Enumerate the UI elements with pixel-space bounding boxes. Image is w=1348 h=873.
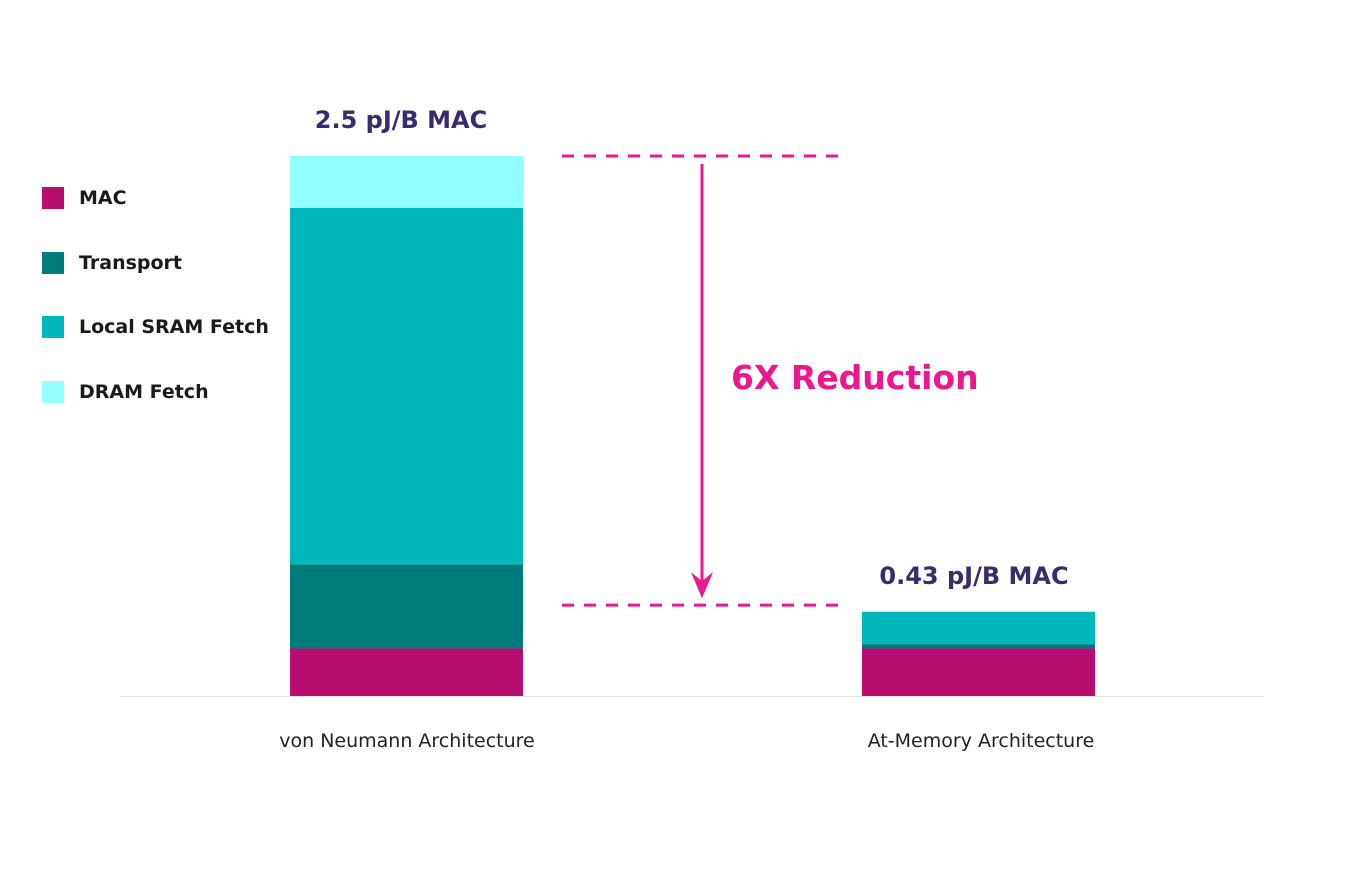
legend-label-transport: Transport	[79, 251, 183, 274]
legend-swatch-mac	[42, 187, 64, 209]
legend-swatch-local-sram-fetch	[42, 316, 64, 338]
category-label-von-neumann: von Neumann Architecture	[279, 730, 535, 752]
bar-segment-mac-1	[862, 648, 1095, 696]
legend-label-dram-fetch: DRAM Fetch	[79, 380, 209, 403]
total-label-von-neumann: 2.5 pJ/B MAC	[314, 106, 488, 134]
total-label-at-memory: 0.43 pJ/B MAC	[879, 562, 1069, 590]
bar-segment-transport-0	[290, 564, 523, 649]
reduction-arrow-head	[691, 572, 713, 599]
legend-item-mac: MAC	[42, 186, 269, 210]
legend-item-dram-fetch: DRAM Fetch	[42, 380, 269, 404]
legend-label-mac: MAC	[79, 187, 127, 209]
legend-swatch-dram-fetch	[42, 380, 64, 403]
bar-segment-dram-fetch-0	[290, 156, 523, 208]
bar-segment-local-sram-fetch-1	[862, 611, 1095, 645]
bar-segment-transport-1	[862, 644, 1095, 649]
legend-item-transport: Transport	[42, 251, 269, 275]
legend-swatch-transport	[42, 251, 64, 274]
legend: MAC Transport Local SRAM Fetch DRAM Fetc…	[42, 186, 269, 444]
legend-label-local-sram-fetch: Local SRAM Fetch	[79, 316, 269, 338]
bar-segment-local-sram-fetch-0	[290, 207, 523, 565]
category-label-at-memory: At-Memory Architecture	[867, 730, 1095, 752]
reduction-annotation: 6X Reduction	[731, 358, 979, 397]
bar-segment-mac-0	[290, 648, 523, 696]
legend-item-local-sram-fetch: Local SRAM Fetch	[42, 315, 269, 339]
